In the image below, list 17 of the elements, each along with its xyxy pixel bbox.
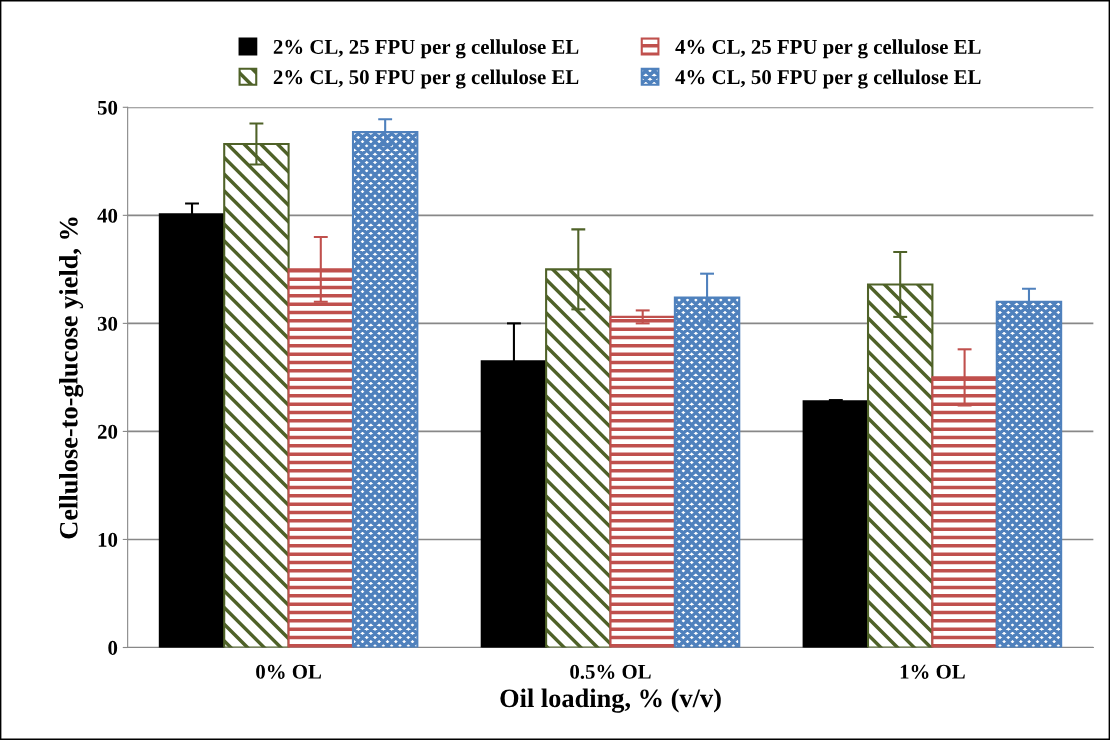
y-tick-label: 50 — [97, 100, 118, 115]
legend-label: 4% CL, 50 FPU per g cellulose EL — [675, 69, 981, 89]
x-tick-label: 1% OL — [900, 664, 965, 679]
x-tick-label: 0.5% OL — [570, 664, 651, 679]
bar — [609, 315, 676, 648]
y-tick-label: 10 — [98, 532, 118, 547]
y-tick-label: 0 — [108, 640, 118, 655]
y-tick-label: 30 — [97, 316, 118, 331]
x-axis-title: Oil loading, % (v/v) — [500, 688, 721, 713]
y-tick-label: 40 — [97, 208, 118, 223]
legend-label: 4% CL, 25 FPU per g cellulose EL — [675, 39, 981, 59]
legend-label: 2% CL, 50 FPU per g cellulose EL — [273, 69, 579, 89]
y-tick-label: 20 — [97, 424, 118, 439]
x-tick-label: 0% OL — [256, 664, 321, 679]
bar — [802, 400, 870, 648]
y-axis-title: Cellulose-to-glucose yield, % — [59, 217, 84, 539]
legend-label: 2% CL, 25 FPU per g cellulose EL — [273, 39, 579, 59]
